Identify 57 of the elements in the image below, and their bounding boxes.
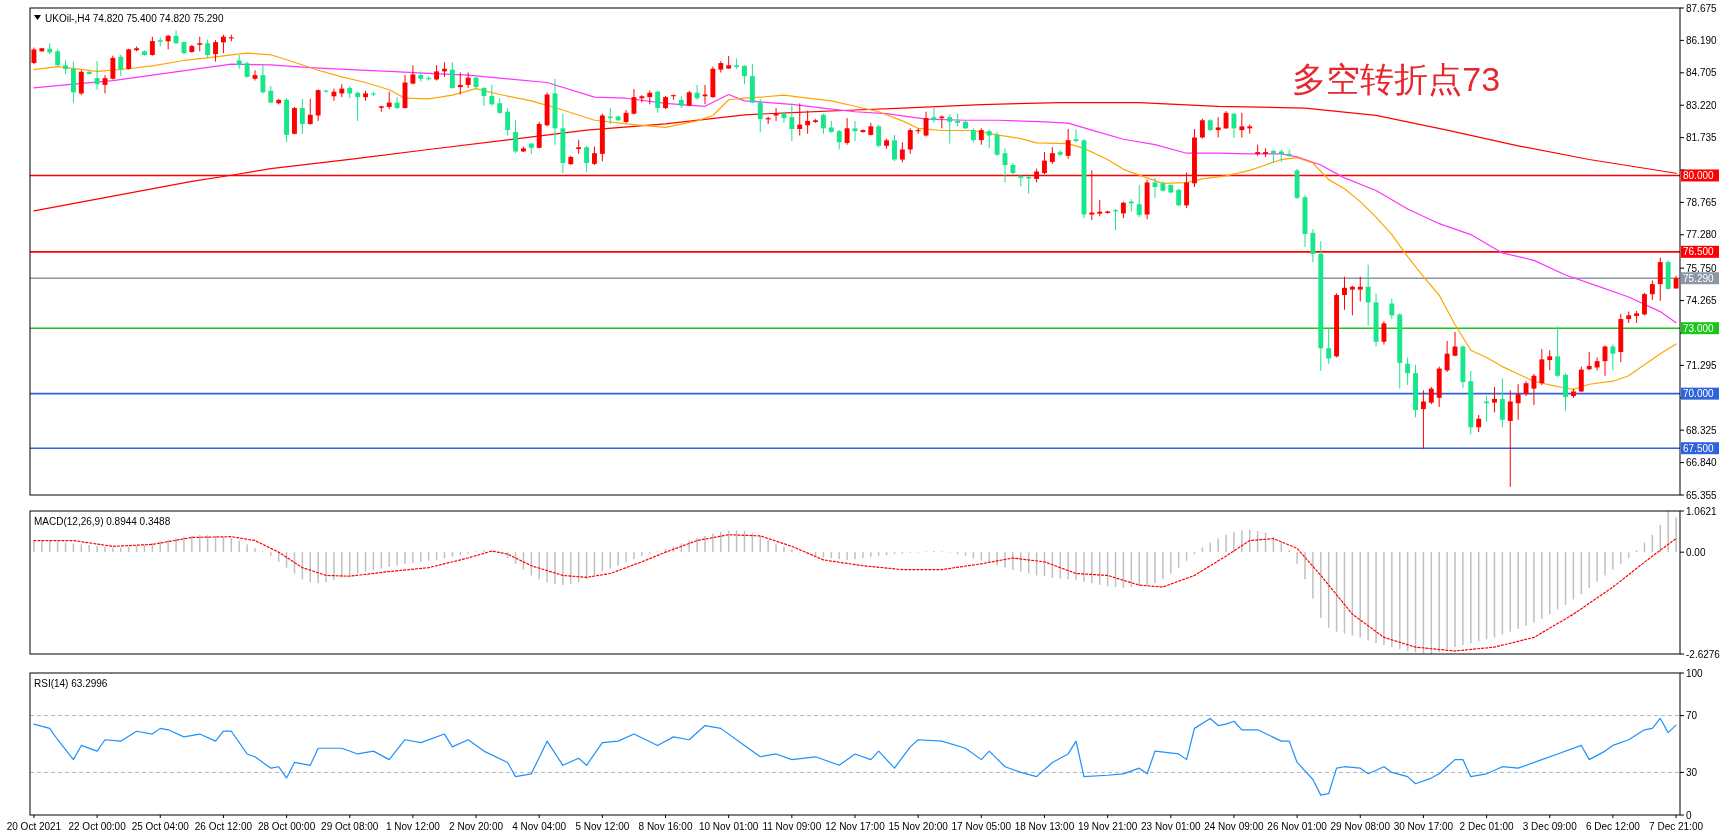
x-tick-label: 15 Nov 20:00 [888, 821, 949, 832]
text: UKOil-,H4 74.820 75.400 74.820 75.290 [45, 13, 224, 24]
ref-line-label: 70.000 [1683, 388, 1715, 400]
x-tick-label: 20 Oct 2021 [6, 821, 62, 832]
x-tick-label: 26 Nov 01:00 [1267, 821, 1328, 832]
x-tick-label: 2 Dec 01:00 [1459, 821, 1514, 832]
y-tick-label: 71.295 [1686, 359, 1718, 371]
ref-line-label: 76.500 [1683, 246, 1715, 258]
y-tick-label: 0 [1686, 809, 1692, 821]
x-tick-label: 19 Nov 21:00 [1077, 821, 1138, 832]
y-tick-label: 74.265 [1686, 295, 1718, 307]
y-tick-label: 83.220 [1686, 99, 1718, 111]
text: MACD(12,26,9) 0.8944 0.3488 [34, 516, 171, 527]
y-tick-label: 78.765 [1686, 196, 1718, 208]
x-tick-label: 29 Nov 08:00 [1330, 821, 1391, 832]
y-tick-label: -2.6276 [1686, 648, 1721, 660]
x-tick-label: 12 Nov 17:00 [825, 821, 886, 832]
y-tick-label: 77.280 [1686, 229, 1718, 241]
text: RSI(14) 63.2996 [34, 678, 108, 689]
y-tick-label: 81.735 [1686, 132, 1718, 144]
ref-line-label: 73.000 [1683, 322, 1715, 334]
x-tick-label: 29 Oct 08:00 [321, 821, 379, 832]
x-tick-label: 24 Nov 09:00 [1204, 821, 1265, 832]
y-tick-label: 100 [1686, 667, 1704, 679]
ref-line-label: 75.290 [1683, 272, 1715, 284]
x-tick-label: 10 Nov 01:00 [698, 821, 759, 832]
x-tick-label: 1 Nov 12:00 [385, 821, 441, 832]
y-tick-label: 75.750 [1686, 262, 1718, 274]
y-tick-label: 65.355 [1686, 489, 1718, 501]
x-tick-label: 2 Nov 20:00 [449, 821, 504, 832]
x-tick-label: 4 Nov 04:00 [512, 821, 567, 832]
x-tick-label: 30 Nov 17:00 [1393, 821, 1454, 832]
y-tick-label: 87.675 [1686, 2, 1718, 14]
y-tick-label: 0.00 [1686, 546, 1706, 558]
ref-line-label: 67.500 [1683, 442, 1715, 454]
annotation: 多空转折点73 [1292, 59, 1501, 98]
y-tick-label: 70 [1686, 710, 1698, 722]
ref-line-label: 80.000 [1683, 169, 1715, 181]
x-tick-label: 6 Dec 12:00 [1585, 821, 1641, 832]
x-tick-label: 23 Nov 01:00 [1141, 821, 1201, 832]
x-tick-label: 26 Oct 12:00 [194, 821, 253, 832]
x-tick-label: 7 Dec 21:00 [1649, 821, 1704, 832]
x-tick-label: 11 Nov 09:00 [762, 821, 822, 832]
x-tick-label: 8 Nov 16:00 [638, 821, 693, 832]
x-tick-label: 17 Nov 05:00 [951, 821, 1012, 832]
x-tick-label: 28 Oct 00:00 [257, 821, 316, 832]
y-tick-label: 84.705 [1686, 67, 1718, 79]
y-tick-label: 1.0621 [1686, 505, 1718, 517]
x-tick-label: 25 Oct 04:00 [131, 821, 190, 832]
y-tick-label: 86.190 [1686, 34, 1718, 46]
y-tick-label: 66.840 [1686, 457, 1718, 469]
y-tick-label: 68.325 [1686, 424, 1718, 436]
x-tick-label: 22 Oct 00:00 [68, 821, 127, 832]
x-tick-label: 5 Nov 12:00 [575, 821, 630, 832]
x-tick-label: 3 Dec 09:00 [1522, 821, 1578, 832]
y-tick-label: 30 [1686, 766, 1698, 778]
x-tick-label: 18 Nov 13:00 [1014, 821, 1075, 832]
